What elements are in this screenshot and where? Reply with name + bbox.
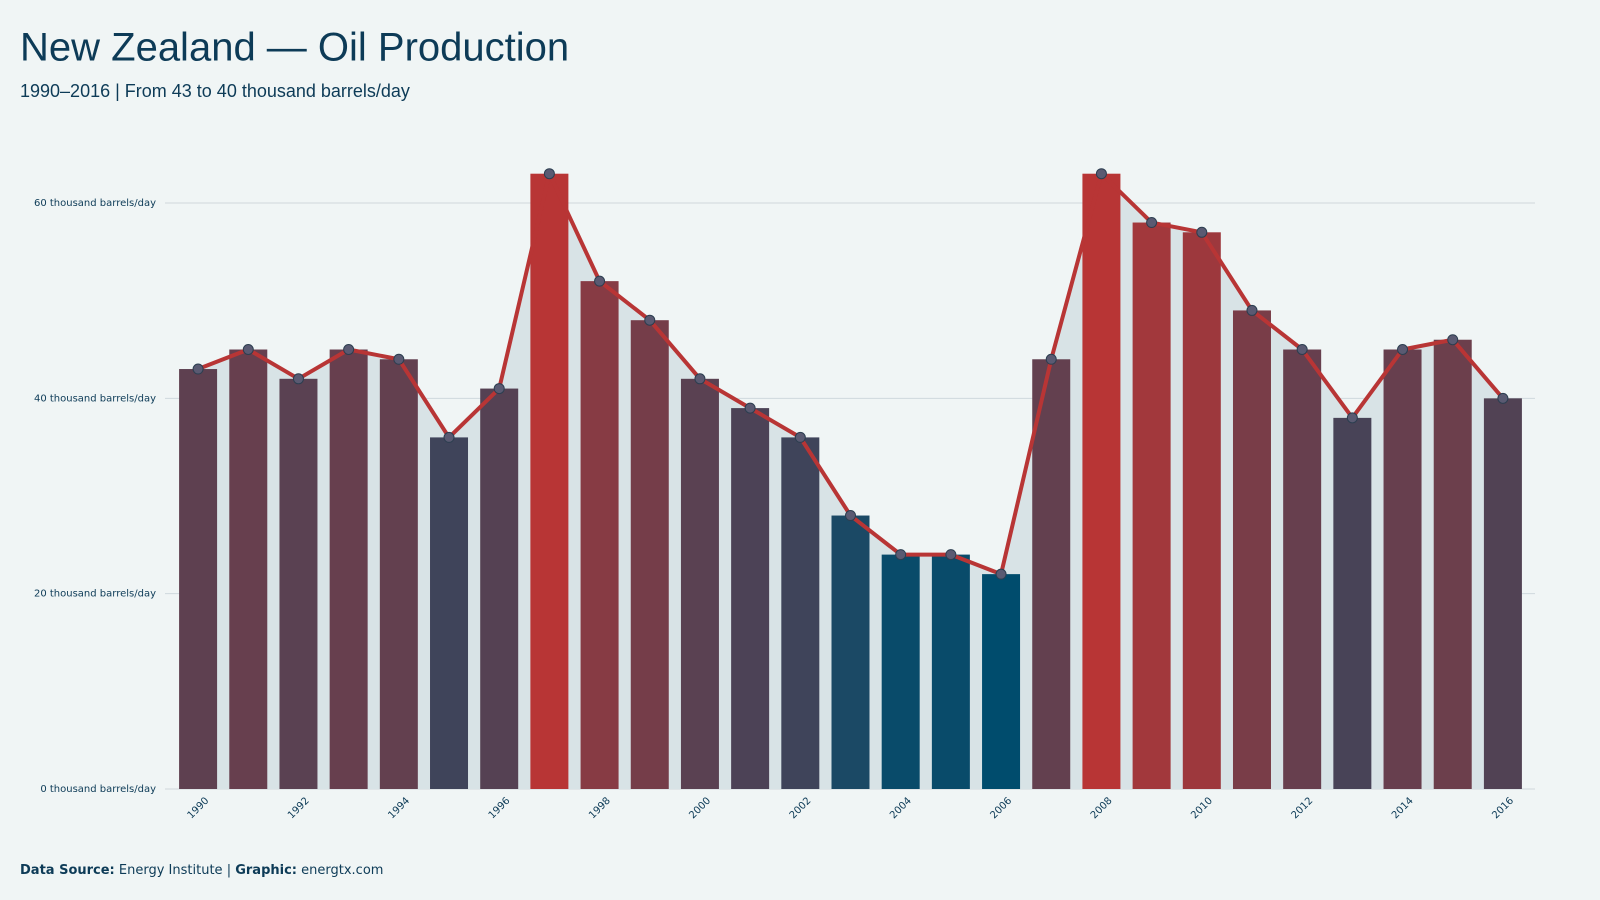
footer: Data Source: Energy Institute | Graphic:… (20, 863, 383, 878)
point (1346, 412, 1358, 424)
bar (831, 515, 870, 789)
point (995, 568, 1007, 580)
bar (1032, 359, 1071, 789)
point (543, 168, 555, 180)
point (493, 383, 505, 395)
bar (630, 320, 669, 789)
separator: | (227, 863, 231, 878)
bar (982, 574, 1021, 789)
point (895, 549, 907, 561)
point (192, 363, 204, 375)
bar (179, 369, 218, 789)
graphic: energtx.com (301, 863, 383, 878)
point (945, 549, 957, 561)
bar (1283, 349, 1322, 789)
point (443, 431, 455, 443)
point (845, 510, 856, 522)
point (1146, 217, 1158, 229)
y-tick-label: 0 thousand barrels/day (40, 784, 156, 795)
chart-subtitle: 1990–2016 | From 43 to 40 thousand barre… (20, 81, 410, 101)
point (1397, 344, 1409, 355)
chart-title: New Zealand — Oil Production (20, 26, 569, 70)
bar (881, 554, 920, 789)
bar (329, 349, 368, 789)
point (644, 314, 656, 326)
area (198, 173, 1503, 789)
point (393, 353, 405, 365)
source: Energy Institute (119, 863, 223, 878)
bar (1182, 232, 1221, 790)
point (343, 344, 355, 355)
point (794, 431, 806, 443)
bar (480, 388, 519, 789)
bar (279, 378, 318, 789)
bar (680, 378, 719, 789)
point (242, 344, 254, 355)
y-tick-label: 60 thousand barrels/day (34, 198, 156, 209)
point (594, 275, 606, 287)
bar (379, 359, 418, 789)
bar (1383, 349, 1422, 789)
point (1246, 304, 1258, 316)
point (1196, 226, 1208, 238)
bar (580, 281, 619, 789)
point (1497, 392, 1509, 404)
bar (781, 437, 820, 789)
point (1095, 168, 1107, 180)
source-label: Data Source: (20, 863, 115, 878)
bar (1333, 417, 1372, 789)
bar (229, 349, 268, 789)
bar (931, 554, 970, 789)
bar (430, 437, 469, 789)
point (744, 402, 756, 414)
point (694, 373, 706, 385)
bar (731, 408, 770, 789)
bar (1132, 222, 1171, 790)
bar (1433, 339, 1472, 789)
point (1296, 344, 1308, 355)
bar (1232, 310, 1271, 789)
point (292, 373, 304, 385)
y-tick-label: 20 thousand barrels/day (34, 589, 156, 600)
y-tick-label: 40 thousand barrels/day (34, 393, 156, 404)
bar (1082, 173, 1121, 789)
bar (530, 173, 569, 789)
point (1045, 353, 1057, 365)
point (1447, 334, 1459, 346)
bar (1483, 398, 1522, 789)
graphic-label: Graphic: (235, 863, 297, 878)
